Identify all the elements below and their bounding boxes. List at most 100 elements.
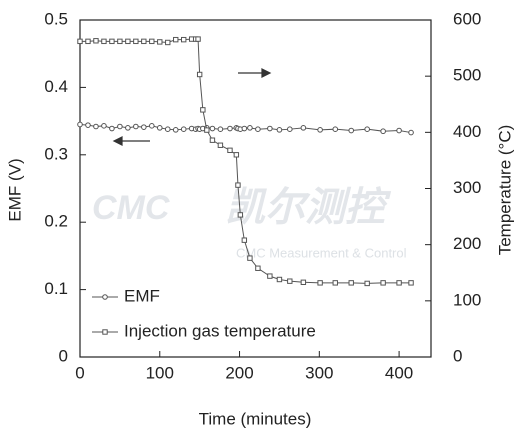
marker	[237, 212, 244, 218]
marker	[287, 126, 293, 132]
y2-tick-label: 500	[453, 66, 481, 85]
y-tick-label: 0.3	[44, 144, 68, 163]
marker	[255, 265, 261, 271]
marker	[396, 127, 402, 134]
marker	[156, 125, 163, 131]
marker	[233, 152, 240, 158]
marker	[164, 126, 171, 132]
y-tick-label: 0.4	[44, 77, 68, 96]
marker	[149, 38, 155, 45]
annotation-arrows	[112, 68, 272, 146]
marker	[247, 125, 253, 131]
marker	[204, 127, 210, 133]
marker	[85, 122, 91, 128]
marker	[267, 273, 273, 279]
y2-tick-label: 300	[453, 178, 481, 197]
marker	[408, 280, 414, 286]
y-tick-label: 0.2	[44, 212, 68, 231]
marker	[180, 126, 187, 132]
marker	[241, 125, 248, 132]
watermark-logo: CMC	[92, 189, 170, 227]
x-tick-label: 400	[385, 363, 413, 382]
arrow-head	[261, 68, 272, 78]
marker	[332, 280, 338, 286]
marker	[102, 294, 108, 300]
marker	[227, 147, 233, 154]
marker	[77, 121, 83, 128]
marker	[227, 125, 233, 132]
marker	[247, 255, 253, 261]
watermark-subtitle: CMC Measurement & Control	[236, 245, 407, 260]
watermark-name: 凯尔测控	[225, 186, 392, 230]
marker	[364, 280, 370, 287]
y-axis-title: EMF (V)	[5, 158, 24, 221]
marker	[93, 123, 99, 130]
y2-tick-label: 0	[453, 346, 462, 365]
marker	[380, 280, 386, 286]
legend-label: Injection gas temperature	[124, 321, 316, 340]
marker	[157, 39, 163, 45]
marker	[348, 280, 354, 286]
legend-label: EMF	[124, 286, 160, 305]
marker	[109, 38, 115, 45]
marker	[317, 280, 323, 286]
marker	[181, 36, 187, 43]
x-tick-label: 100	[146, 363, 174, 382]
marker	[209, 137, 216, 143]
marker	[217, 126, 224, 132]
marker	[317, 127, 323, 133]
marker	[133, 38, 139, 45]
marker	[85, 38, 91, 45]
y-tick-label: 0	[59, 346, 68, 365]
marker	[141, 38, 147, 45]
marker	[173, 36, 179, 43]
marker	[117, 123, 123, 130]
marker	[77, 38, 83, 45]
marker	[300, 125, 307, 131]
y2-axis-title: Temperature (°C)	[495, 125, 514, 256]
series-line	[79, 123, 412, 134]
marker	[196, 71, 203, 78]
marker	[172, 127, 179, 133]
marker	[117, 38, 123, 45]
marker	[195, 36, 201, 42]
arrow-head	[112, 136, 123, 146]
marker	[332, 126, 339, 132]
marker	[267, 125, 273, 132]
y2-tick-label: 100	[453, 290, 481, 309]
marker	[101, 123, 107, 129]
marker	[255, 126, 261, 132]
marker	[93, 38, 99, 44]
marker	[109, 125, 115, 132]
marker	[125, 38, 131, 45]
y-tick-label: 0.1	[44, 279, 68, 298]
marker	[200, 107, 206, 113]
y2-tick-label: 400	[453, 122, 481, 141]
marker	[396, 280, 402, 286]
marker	[348, 127, 355, 134]
marker	[165, 39, 171, 46]
y2-tick-label: 600	[453, 9, 481, 28]
marker	[380, 128, 386, 135]
x-axis-title: Time (minutes)	[199, 409, 312, 428]
marker	[217, 142, 224, 148]
marker	[276, 276, 283, 283]
marker	[287, 278, 293, 284]
marker	[276, 127, 283, 133]
marker	[408, 129, 414, 136]
marker	[148, 123, 155, 129]
marker	[133, 123, 139, 130]
marker	[101, 38, 107, 45]
marker	[102, 329, 108, 335]
y-tick-label: 0.5	[44, 9, 68, 28]
marker	[364, 126, 370, 132]
x-tick-label: 200	[225, 363, 253, 382]
x-tick-label: 0	[75, 363, 84, 382]
marker	[125, 125, 131, 131]
marker	[241, 237, 248, 243]
x-tick-label: 300	[305, 363, 333, 382]
marker	[209, 125, 216, 132]
marker	[235, 182, 241, 188]
marker	[141, 124, 147, 130]
